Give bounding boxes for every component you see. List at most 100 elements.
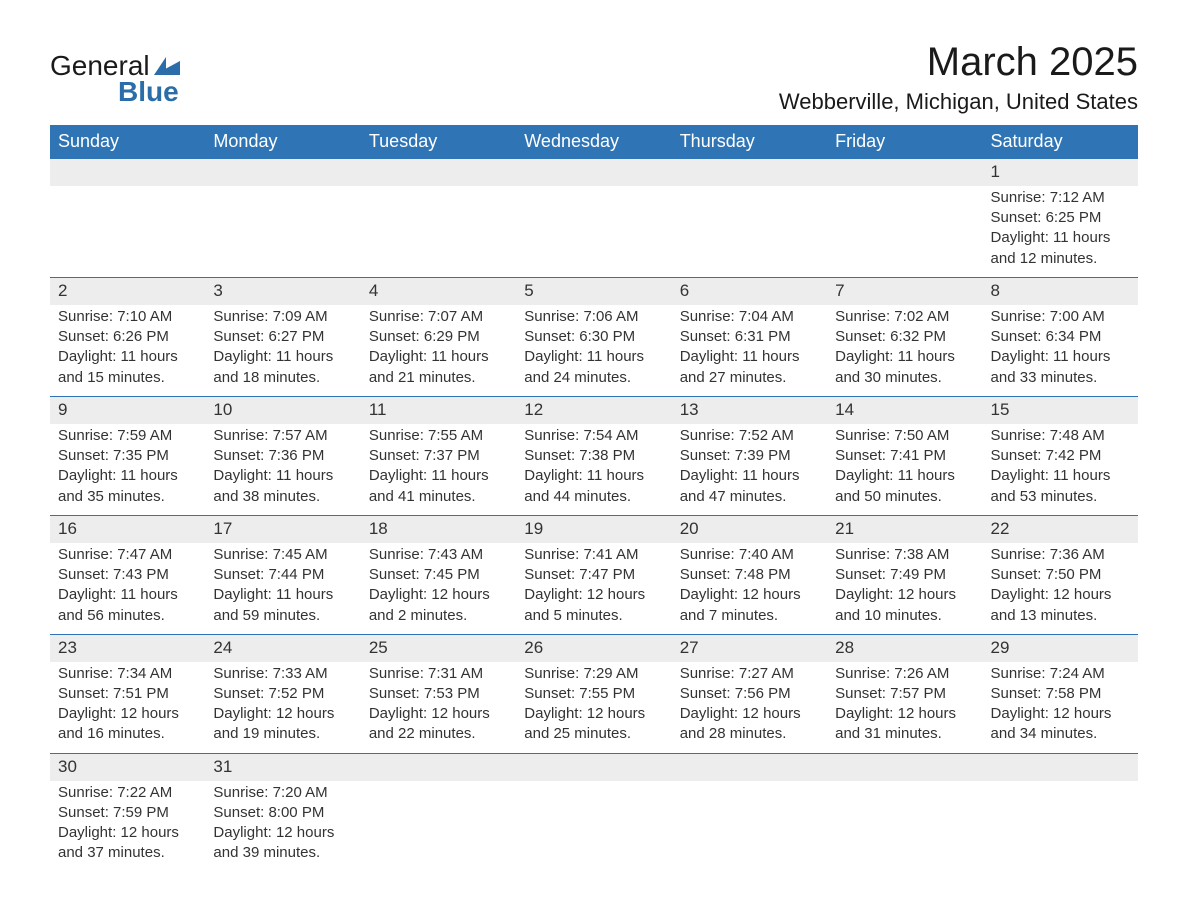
sunset-text: Sunset: 7:56 PM bbox=[680, 684, 819, 704]
day-info-cell: Sunrise: 7:27 AMSunset: 7:56 PMDaylight:… bbox=[672, 662, 827, 754]
day-info-cell: Sunrise: 7:50 AMSunset: 7:41 PMDaylight:… bbox=[827, 424, 982, 516]
page-title: March 2025 bbox=[779, 40, 1138, 85]
sunrise-text: Sunrise: 7:20 AM bbox=[213, 783, 352, 803]
daylight-text: Daylight: 11 hours and 59 minutes. bbox=[213, 585, 352, 626]
day-info-cell bbox=[516, 186, 671, 278]
day-info-cell bbox=[50, 186, 205, 278]
daylight-text: Daylight: 11 hours and 21 minutes. bbox=[369, 347, 508, 388]
week-daynum-row: 2345678 bbox=[50, 277, 1138, 304]
day-info-cell: Sunrise: 7:45 AMSunset: 7:44 PMDaylight:… bbox=[205, 543, 360, 635]
header: General Blue March 2025 Webberville, Mic… bbox=[50, 40, 1138, 115]
day-number-cell bbox=[516, 159, 671, 186]
day-number-cell: 27 bbox=[672, 634, 827, 661]
sunset-text: Sunset: 7:36 PM bbox=[213, 446, 352, 466]
day-number-cell: 9 bbox=[50, 396, 205, 423]
day-info-cell bbox=[205, 186, 360, 278]
day-number-cell bbox=[672, 159, 827, 186]
day-info-cell: Sunrise: 7:31 AMSunset: 7:53 PMDaylight:… bbox=[361, 662, 516, 754]
day-info-cell: Sunrise: 7:41 AMSunset: 7:47 PMDaylight:… bbox=[516, 543, 671, 635]
daylight-text: Daylight: 12 hours and 34 minutes. bbox=[991, 704, 1130, 745]
daylight-text: Daylight: 12 hours and 7 minutes. bbox=[680, 585, 819, 626]
sunrise-text: Sunrise: 7:38 AM bbox=[835, 545, 974, 565]
week-info-row: Sunrise: 7:10 AMSunset: 6:26 PMDaylight:… bbox=[50, 305, 1138, 397]
day-info-cell: Sunrise: 7:40 AMSunset: 7:48 PMDaylight:… bbox=[672, 543, 827, 635]
sunrise-text: Sunrise: 7:10 AM bbox=[58, 307, 197, 327]
daylight-text: Daylight: 11 hours and 50 minutes. bbox=[835, 466, 974, 507]
day-number-cell bbox=[983, 753, 1138, 780]
daylight-text: Daylight: 12 hours and 2 minutes. bbox=[369, 585, 508, 626]
day-info-cell: Sunrise: 7:00 AMSunset: 6:34 PMDaylight:… bbox=[983, 305, 1138, 397]
daylight-text: Daylight: 11 hours and 24 minutes. bbox=[524, 347, 663, 388]
sunrise-text: Sunrise: 7:24 AM bbox=[991, 664, 1130, 684]
day-number-cell: 25 bbox=[361, 634, 516, 661]
day-number-cell: 4 bbox=[361, 277, 516, 304]
sunset-text: Sunset: 7:37 PM bbox=[369, 446, 508, 466]
day-info-cell: Sunrise: 7:02 AMSunset: 6:32 PMDaylight:… bbox=[827, 305, 982, 397]
day-info-cell bbox=[361, 186, 516, 278]
sunrise-text: Sunrise: 7:04 AM bbox=[680, 307, 819, 327]
day-number-cell bbox=[672, 753, 827, 780]
sunrise-text: Sunrise: 7:33 AM bbox=[213, 664, 352, 684]
calendar-body: 1Sunrise: 7:12 AMSunset: 6:25 PMDaylight… bbox=[50, 159, 1138, 872]
day-number-cell: 31 bbox=[205, 753, 360, 780]
daylight-text: Daylight: 11 hours and 30 minutes. bbox=[835, 347, 974, 388]
sunset-text: Sunset: 7:53 PM bbox=[369, 684, 508, 704]
day-info-cell: Sunrise: 7:52 AMSunset: 7:39 PMDaylight:… bbox=[672, 424, 827, 516]
week-daynum-row: 1 bbox=[50, 159, 1138, 186]
day-number-cell bbox=[205, 159, 360, 186]
day-header: Thursday bbox=[672, 125, 827, 159]
day-info-cell bbox=[827, 781, 982, 872]
sunrise-text: Sunrise: 7:40 AM bbox=[680, 545, 819, 565]
daylight-text: Daylight: 11 hours and 33 minutes. bbox=[991, 347, 1130, 388]
day-number-cell: 18 bbox=[361, 515, 516, 542]
day-number-cell: 22 bbox=[983, 515, 1138, 542]
sunrise-text: Sunrise: 7:48 AM bbox=[991, 426, 1130, 446]
sunrise-text: Sunrise: 7:12 AM bbox=[991, 188, 1130, 208]
sunrise-text: Sunrise: 7:55 AM bbox=[369, 426, 508, 446]
logo-text2: Blue bbox=[118, 76, 180, 108]
page-subtitle: Webberville, Michigan, United States bbox=[779, 89, 1138, 115]
daylight-text: Daylight: 12 hours and 39 minutes. bbox=[213, 823, 352, 864]
week-daynum-row: 16171819202122 bbox=[50, 515, 1138, 542]
day-header-row: SundayMondayTuesdayWednesdayThursdayFrid… bbox=[50, 125, 1138, 159]
daylight-text: Daylight: 11 hours and 53 minutes. bbox=[991, 466, 1130, 507]
sunrise-text: Sunrise: 7:02 AM bbox=[835, 307, 974, 327]
sunset-text: Sunset: 6:32 PM bbox=[835, 327, 974, 347]
daylight-text: Daylight: 11 hours and 41 minutes. bbox=[369, 466, 508, 507]
day-header: Tuesday bbox=[361, 125, 516, 159]
day-number-cell bbox=[50, 159, 205, 186]
day-info-cell: Sunrise: 7:22 AMSunset: 7:59 PMDaylight:… bbox=[50, 781, 205, 872]
day-info-cell: Sunrise: 7:10 AMSunset: 6:26 PMDaylight:… bbox=[50, 305, 205, 397]
sunset-text: Sunset: 7:38 PM bbox=[524, 446, 663, 466]
sunset-text: Sunset: 7:35 PM bbox=[58, 446, 197, 466]
sunrise-text: Sunrise: 7:29 AM bbox=[524, 664, 663, 684]
sunset-text: Sunset: 8:00 PM bbox=[213, 803, 352, 823]
day-header: Monday bbox=[205, 125, 360, 159]
sunrise-text: Sunrise: 7:59 AM bbox=[58, 426, 197, 446]
week-info-row: Sunrise: 7:34 AMSunset: 7:51 PMDaylight:… bbox=[50, 662, 1138, 754]
sunrise-text: Sunrise: 7:22 AM bbox=[58, 783, 197, 803]
day-number-cell: 8 bbox=[983, 277, 1138, 304]
week-info-row: Sunrise: 7:12 AMSunset: 6:25 PMDaylight:… bbox=[50, 186, 1138, 278]
sunset-text: Sunset: 7:41 PM bbox=[835, 446, 974, 466]
week-info-row: Sunrise: 7:47 AMSunset: 7:43 PMDaylight:… bbox=[50, 543, 1138, 635]
day-info-cell: Sunrise: 7:55 AMSunset: 7:37 PMDaylight:… bbox=[361, 424, 516, 516]
day-info-cell: Sunrise: 7:43 AMSunset: 7:45 PMDaylight:… bbox=[361, 543, 516, 635]
sunset-text: Sunset: 7:50 PM bbox=[991, 565, 1130, 585]
day-number-cell: 10 bbox=[205, 396, 360, 423]
calendar-head: SundayMondayTuesdayWednesdayThursdayFrid… bbox=[50, 125, 1138, 159]
day-header: Wednesday bbox=[516, 125, 671, 159]
daylight-text: Daylight: 12 hours and 10 minutes. bbox=[835, 585, 974, 626]
day-number-cell: 1 bbox=[983, 159, 1138, 186]
day-number-cell: 23 bbox=[50, 634, 205, 661]
daylight-text: Daylight: 11 hours and 44 minutes. bbox=[524, 466, 663, 507]
day-info-cell: Sunrise: 7:48 AMSunset: 7:42 PMDaylight:… bbox=[983, 424, 1138, 516]
daylight-text: Daylight: 12 hours and 25 minutes. bbox=[524, 704, 663, 745]
day-number-cell: 6 bbox=[672, 277, 827, 304]
day-header: Saturday bbox=[983, 125, 1138, 159]
day-number-cell: 7 bbox=[827, 277, 982, 304]
sunset-text: Sunset: 7:51 PM bbox=[58, 684, 197, 704]
logo: General Blue bbox=[50, 50, 180, 108]
sunrise-text: Sunrise: 7:43 AM bbox=[369, 545, 508, 565]
week-info-row: Sunrise: 7:22 AMSunset: 7:59 PMDaylight:… bbox=[50, 781, 1138, 872]
